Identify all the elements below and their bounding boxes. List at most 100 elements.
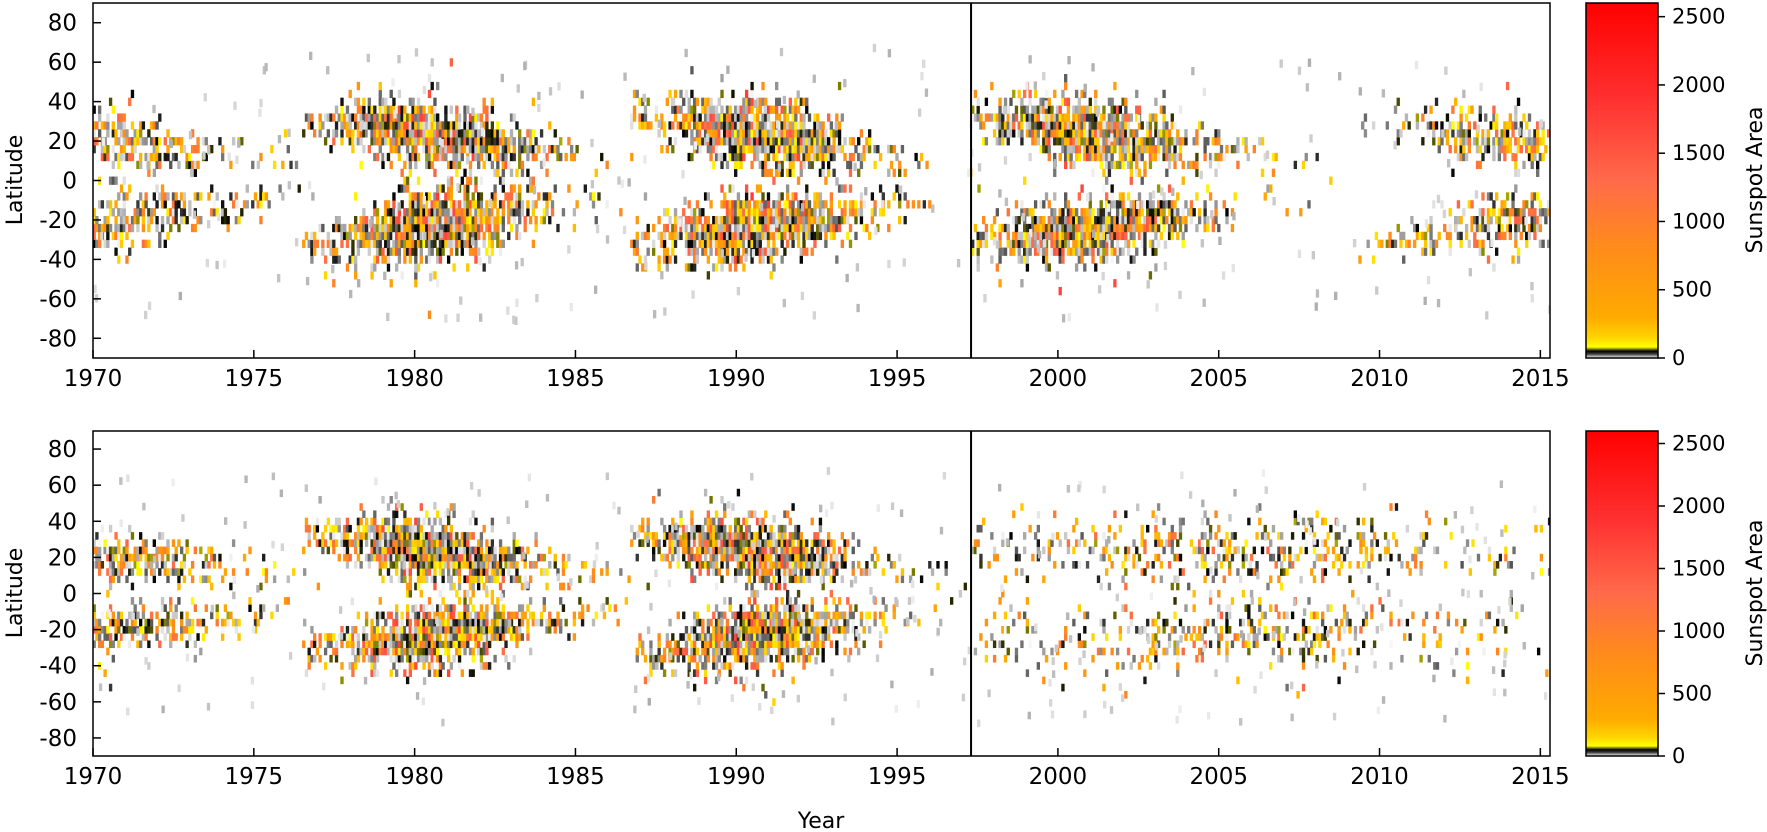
heatmap-cell bbox=[799, 255, 803, 264]
heatmap-cell bbox=[693, 263, 697, 272]
heatmap-cell bbox=[1222, 152, 1226, 162]
heatmap-cell bbox=[723, 121, 727, 130]
heatmap-cell bbox=[643, 192, 648, 201]
heatmap-cell bbox=[545, 200, 549, 209]
heatmap-cell bbox=[414, 271, 418, 280]
heatmap-cell bbox=[416, 561, 421, 569]
heatmap-cell bbox=[591, 192, 596, 201]
heatmap-cell bbox=[1527, 145, 1532, 154]
heatmap-cell bbox=[446, 137, 451, 146]
heatmap-cell bbox=[259, 604, 263, 612]
heatmap-cell bbox=[785, 216, 790, 225]
heatmap-cell bbox=[1192, 160, 1196, 170]
heatmap-cell bbox=[744, 208, 749, 217]
heatmap-cell bbox=[479, 200, 484, 209]
heatmap-cell bbox=[1230, 223, 1235, 233]
heatmap-cell bbox=[397, 216, 402, 225]
heatmap-cell bbox=[466, 129, 470, 138]
heatmap-cell bbox=[433, 633, 437, 641]
heatmap-cell bbox=[359, 160, 363, 170]
heatmap-cell bbox=[1154, 216, 1158, 225]
heatmap-cell bbox=[210, 611, 214, 620]
heatmap-cell bbox=[498, 152, 503, 162]
heatmap-cell bbox=[1473, 231, 1477, 241]
heatmap-cell bbox=[799, 208, 803, 217]
heatmap-cell bbox=[245, 200, 249, 209]
heatmap-cell bbox=[397, 121, 402, 130]
heatmap-cell bbox=[1516, 255, 1521, 264]
heatmap-cell bbox=[766, 168, 771, 177]
heatmap-cell bbox=[414, 561, 418, 569]
heatmap-cell bbox=[400, 105, 404, 114]
heatmap-cell bbox=[188, 568, 192, 576]
heatmap-cell bbox=[1088, 231, 1092, 241]
heatmap-cell bbox=[684, 113, 689, 122]
heatmap-cell bbox=[471, 647, 475, 656]
heatmap-cell bbox=[1083, 89, 1087, 99]
heatmap-cell bbox=[755, 145, 760, 154]
heatmap-cell bbox=[389, 247, 393, 256]
heatmap-cell bbox=[425, 152, 429, 162]
heatmap-cell bbox=[848, 208, 853, 217]
heatmap-cell bbox=[712, 105, 716, 114]
heatmap-cell bbox=[1083, 247, 1087, 256]
heatmap-cell bbox=[375, 647, 380, 656]
heatmap-cell bbox=[1102, 137, 1106, 146]
heatmap-cell bbox=[362, 633, 366, 641]
heatmap-cell bbox=[1028, 55, 1032, 64]
heatmap-cell bbox=[169, 604, 173, 612]
heatmap-cell bbox=[351, 633, 355, 641]
heatmap-cell bbox=[427, 255, 432, 264]
heatmap-cell bbox=[201, 633, 206, 641]
heatmap-cell bbox=[182, 626, 187, 634]
heatmap-cell bbox=[832, 152, 836, 162]
heatmap-cell bbox=[405, 640, 410, 649]
colorbar-label: Sunspot Area bbox=[1743, 107, 1767, 254]
heatmap-cell bbox=[1033, 105, 1038, 114]
heatmap-cell bbox=[425, 231, 429, 241]
heatmap-cell bbox=[375, 231, 380, 241]
heatmap-cell bbox=[1113, 145, 1117, 154]
heatmap-cell bbox=[449, 546, 454, 555]
heatmap-cell bbox=[1163, 261, 1168, 271]
heatmap-cell bbox=[1503, 145, 1507, 154]
heatmap-cell bbox=[1113, 223, 1117, 233]
heatmap-cell bbox=[807, 223, 812, 233]
heatmap-cell bbox=[384, 539, 388, 547]
heatmap-cell bbox=[180, 145, 184, 154]
heatmap-cell bbox=[1042, 247, 1046, 256]
heatmap-cell bbox=[665, 263, 669, 272]
heatmap-cell bbox=[1001, 113, 1005, 122]
heatmap-cell bbox=[411, 553, 415, 562]
heatmap-cell bbox=[1404, 239, 1409, 248]
heatmap-cell bbox=[397, 105, 402, 114]
heatmap-cell bbox=[1165, 129, 1169, 138]
heatmap-cell bbox=[1426, 275, 1431, 285]
heatmap-cell bbox=[734, 208, 738, 217]
heatmap-cell bbox=[1036, 239, 1040, 248]
heatmap-cell bbox=[572, 152, 577, 162]
heatmap-cell bbox=[1012, 216, 1016, 225]
heatmap-cell bbox=[791, 145, 795, 154]
heatmap-cell bbox=[490, 137, 495, 146]
heatmap-cell bbox=[769, 271, 773, 280]
heatmap-cell bbox=[1162, 192, 1166, 201]
heatmap-cell bbox=[356, 105, 361, 114]
heatmap-cell bbox=[840, 216, 844, 225]
heatmap-cell bbox=[477, 647, 481, 656]
heatmap-cell bbox=[1146, 200, 1150, 209]
heatmap-cell bbox=[870, 208, 875, 217]
heatmap-cell bbox=[416, 532, 421, 540]
heatmap-cell bbox=[332, 633, 336, 641]
heatmap-cell bbox=[761, 208, 765, 217]
heatmap-cell bbox=[643, 113, 648, 122]
heatmap-cell bbox=[1315, 289, 1320, 298]
heatmap-cell bbox=[701, 97, 705, 106]
heatmap-cell bbox=[416, 539, 421, 547]
heatmap-cell bbox=[1541, 208, 1545, 217]
heatmap-cell bbox=[166, 192, 170, 201]
heatmap-cell bbox=[466, 539, 470, 547]
heatmap-cell bbox=[580, 90, 584, 99]
heatmap-cell bbox=[1066, 129, 1071, 138]
heatmap-cell bbox=[799, 216, 803, 225]
